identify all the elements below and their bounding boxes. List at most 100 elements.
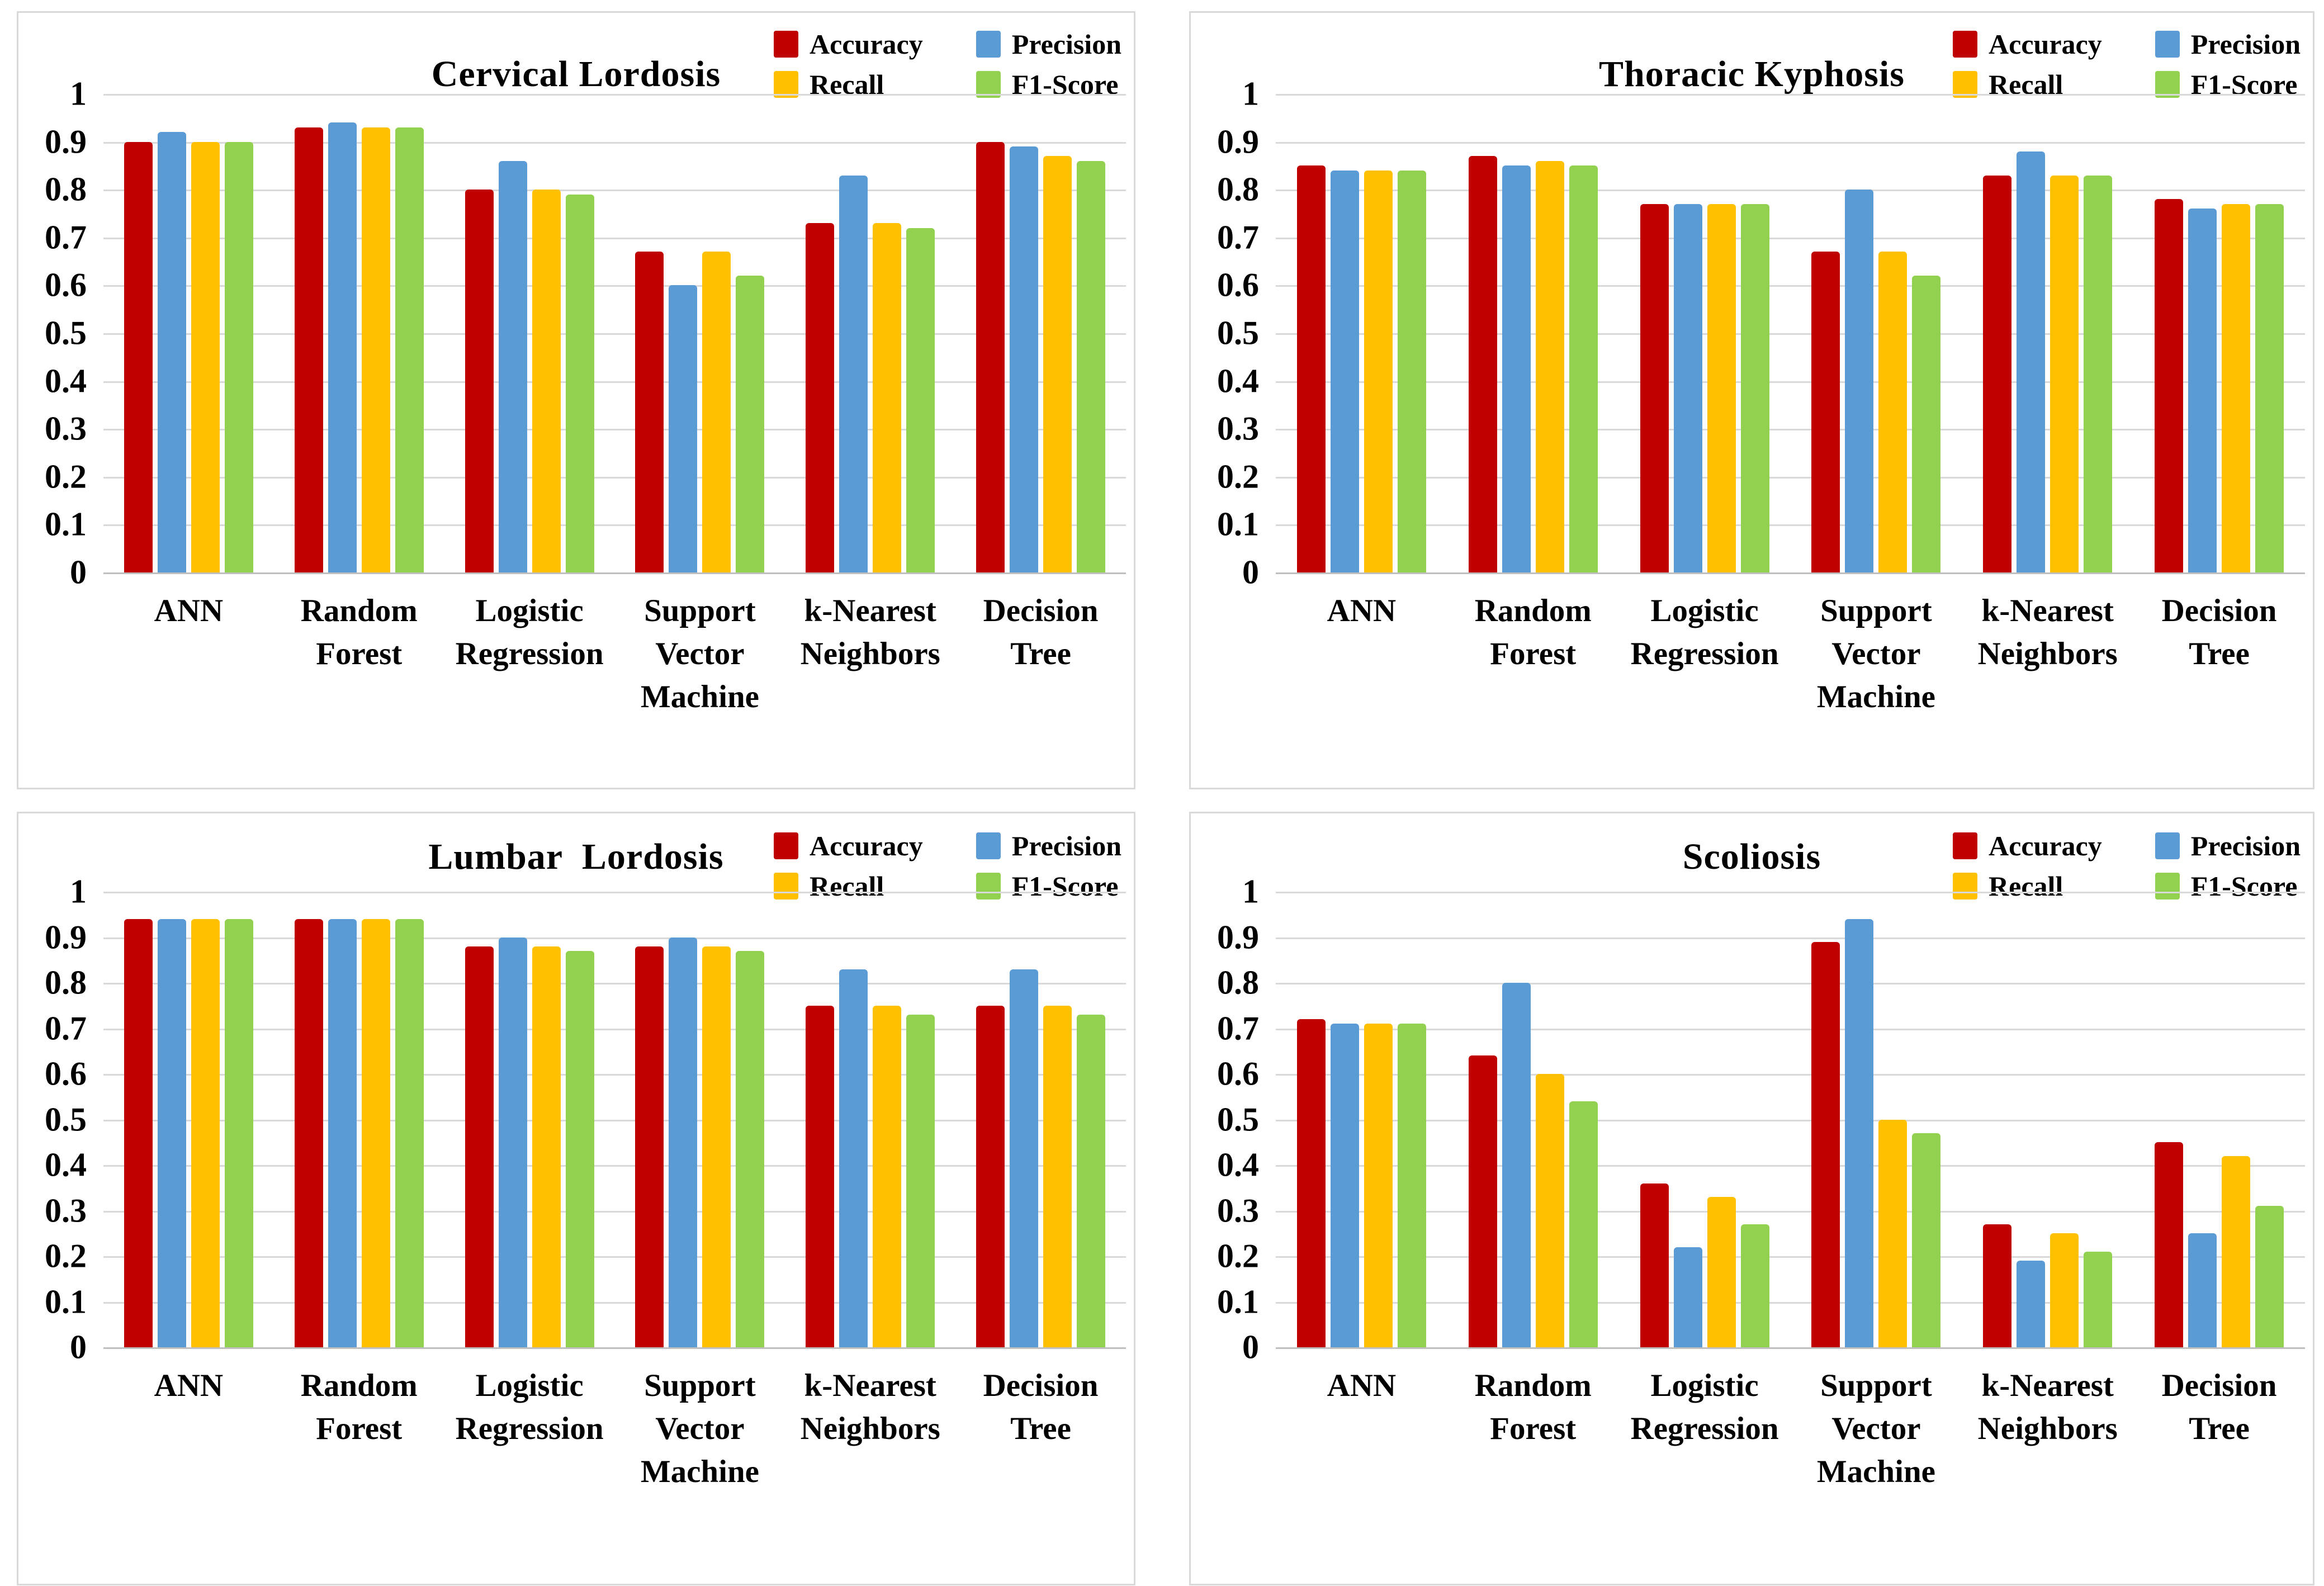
x-axis-label-support-vector-machine: Support Vector Machine: [1816, 1368, 1935, 1489]
legend-swatch-recall: [1953, 873, 1978, 899]
bar-recall-random-forest: [1535, 160, 1564, 572]
bar-f1-score-k-nearest-neighbors: [2084, 175, 2113, 572]
x-axis-label-ann: ANN: [1327, 1368, 1397, 1403]
bar-group-k-nearest-neighbors: [1962, 892, 2133, 1347]
legend-label: Recall: [1989, 870, 2063, 902]
bar-groups: [1276, 94, 2305, 572]
bar-recall-ann: [1364, 170, 1393, 572]
bar-group-support-vector-machine: [614, 892, 785, 1347]
x-axis-label-random-forest: Random Forest: [1474, 1368, 1592, 1446]
bar-accuracy-k-nearest-neighbors: [806, 223, 835, 572]
legend-swatch-accuracy: [774, 832, 799, 859]
bar-accuracy-random-forest: [294, 919, 323, 1347]
legend-swatch-accuracy: [774, 31, 799, 58]
x-axis-label-k-nearest-neighbors: k-Nearest Neighbors: [1977, 1368, 2118, 1446]
gridline: [103, 524, 1126, 527]
legend-swatch-precision: [2155, 31, 2180, 58]
bar-group-random-forest: [274, 94, 444, 572]
bar-group-random-forest: [1447, 892, 1619, 1347]
bar-accuracy-logistic-regression: [1640, 203, 1669, 572]
chart-panel-cervical-lordosis: Cervical Lordosis Accuracy Precision Recal…: [17, 11, 1135, 789]
bar-precision-k-nearest-neighbors: [2017, 151, 2046, 572]
bar-f1-score-logistic-regression: [565, 950, 594, 1347]
x-axis-label-logistic-regression: Logistic Regression: [455, 1368, 604, 1446]
x-axis-label-decision-tree: Decision Tree: [2161, 593, 2277, 671]
gridline: [103, 429, 1126, 431]
gridline: [103, 1028, 1126, 1030]
x-axis-label-support-vector-machine: Support Vector Machine: [1816, 593, 1935, 714]
legend-item-accuracy: Accuracy: [774, 29, 923, 60]
legend-swatch-precision: [976, 31, 1001, 58]
bar-precision-random-forest: [328, 122, 357, 572]
y-axis-tick-label: 0.2: [1217, 458, 1259, 495]
bar-precision-logistic-regression: [498, 160, 527, 572]
legend-label: Accuracy: [1989, 830, 2102, 861]
bar-recall-ann: [191, 141, 220, 572]
plot-area: 1 0.9 0.8 0.7 0.6 0.5 0.4 0.3 0.2 0.1 0 ANN Random F…: [1217, 75, 2305, 714]
chart-title: Cervical Lordosis: [431, 54, 721, 94]
bar-group-decision-tree: [2133, 94, 2305, 572]
y-axis-tick-label: 0.5: [45, 314, 87, 352]
x-axis-label-random-forest: Random Forest: [1474, 593, 1592, 671]
x-axis-label-support-vector-machine: Support Vector Machine: [640, 1368, 759, 1489]
gridline: [103, 1074, 1126, 1076]
gridline: [1276, 1301, 2305, 1304]
gridline: [1276, 94, 2305, 96]
plot-area: 1 0.9 0.8 0.7 0.6 0.5 0.4 0.3 0.2 0.1 0 ANN Random F…: [45, 873, 1126, 1489]
y-axis-tick-label: 0.1: [1217, 1283, 1259, 1320]
legend-label: F1-Score: [1011, 870, 1119, 902]
bar-recall-support-vector-machine: [702, 946, 731, 1347]
bar-f1-score-support-vector-machine: [736, 276, 765, 572]
bar-recall-decision-tree: [2222, 1156, 2251, 1347]
gridline: [103, 892, 1126, 893]
y-axis-tick-label: 0.4: [45, 362, 87, 400]
gridline: [1276, 1256, 2305, 1258]
gridline: [1276, 1165, 2305, 1167]
bar-groups: [1276, 892, 2305, 1347]
gridline: [103, 94, 1126, 96]
bar-accuracy-ann: [124, 141, 153, 572]
legend-label: Recall: [810, 870, 884, 902]
x-axis-line: [1276, 572, 2305, 574]
legend-label: Precision: [2190, 29, 2301, 60]
x-axis-line: [1276, 1347, 2305, 1349]
bar-accuracy-support-vector-machine: [635, 252, 664, 572]
y-axis-tick-label: 0: [70, 1328, 87, 1366]
bar-accuracy-logistic-regression: [1640, 1183, 1669, 1347]
bar-precision-k-nearest-neighbors: [839, 969, 868, 1347]
bar-f1-score-logistic-regression: [565, 194, 594, 572]
gridline: [103, 190, 1126, 192]
y-axis-tick-label: 0.3: [45, 410, 87, 447]
legend-item-recall: Recall: [1953, 870, 2102, 902]
gridline: [1276, 892, 2305, 893]
bar-group-k-nearest-neighbors: [785, 94, 955, 572]
y-axis-tick-label: 1: [70, 873, 87, 910]
legend-swatch-recall: [774, 71, 799, 98]
bar-f1-score-decision-tree: [1077, 1015, 1106, 1347]
bar-recall-ann: [191, 919, 220, 1347]
y-axis-tick-label: 0.1: [45, 1283, 87, 1320]
x-axis-labels: ANN Random Forest Logistic Regression Suppo…: [103, 1364, 1126, 1493]
y-axis-tick-label: 1: [1242, 873, 1259, 910]
bar-accuracy-decision-tree: [2155, 1142, 2184, 1347]
y-axis-tick-label: 0: [1242, 553, 1259, 591]
bar-recall-random-forest: [361, 919, 390, 1347]
y-axis-tick-label: 0.9: [1217, 919, 1259, 955]
chart-panel-thoracic-kyphosis: Thoracic Kyphosis Accuracy Precision Recal…: [1189, 11, 2314, 789]
bar-group-k-nearest-neighbors: [785, 892, 955, 1347]
bar-accuracy-k-nearest-neighbors: [1983, 1224, 2012, 1347]
bar-precision-support-vector-machine: [669, 937, 698, 1347]
gridline: [103, 1165, 1126, 1167]
y-axis-tick-label: 0.8: [1217, 964, 1259, 1001]
legend-swatch-f1-score: [2155, 873, 2180, 899]
legend-swatch-f1-score: [2155, 71, 2180, 98]
y-axis-tick-label: 0.7: [1217, 219, 1259, 256]
bar-accuracy-ann: [124, 919, 153, 1347]
bar-group-support-vector-machine: [614, 94, 785, 572]
bar-f1-score-decision-tree: [2255, 203, 2284, 572]
y-axis-tick-label: 0.4: [1217, 1146, 1259, 1183]
x-axis-label-k-nearest-neighbors: k-Nearest Neighbors: [800, 593, 940, 671]
legend-item-precision: Precision: [2155, 830, 2301, 861]
bar-precision-support-vector-machine: [1845, 190, 1874, 572]
gridline: [1276, 333, 2305, 335]
